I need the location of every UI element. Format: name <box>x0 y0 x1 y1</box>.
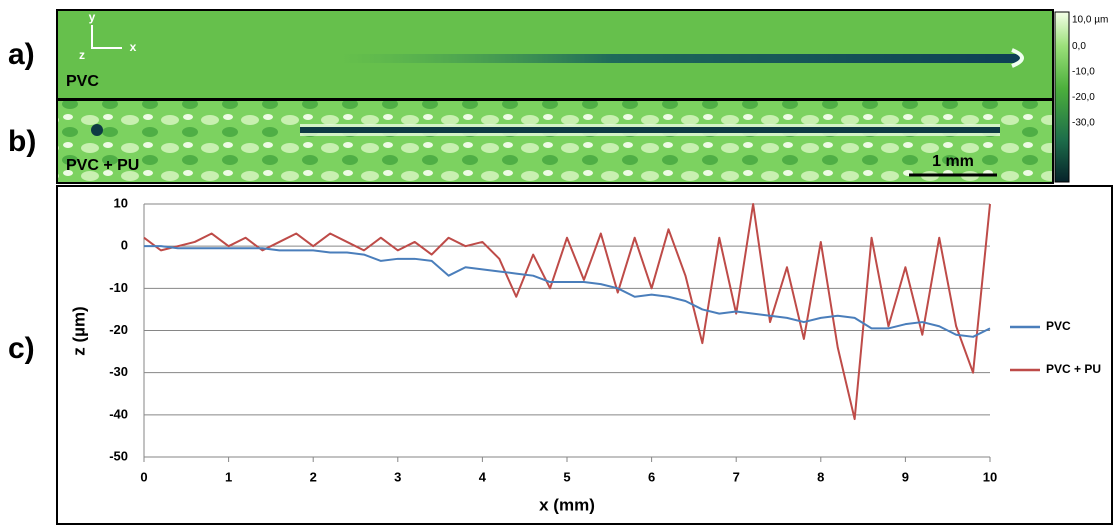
image-label: PVC <box>66 73 99 90</box>
axis-icon-x: x <box>130 40 137 54</box>
y-tick-label: -30 <box>109 364 128 379</box>
panel-label: b) <box>8 125 36 158</box>
image-pvc-pu <box>56 99 1054 184</box>
y-tick-label: -40 <box>109 406 128 421</box>
x-tick-label: 0 <box>140 469 147 484</box>
colorbar-label: -30,0 <box>1072 118 1095 129</box>
axis-icon-z: z <box>79 48 85 62</box>
axis-icon-y: y <box>89 10 96 24</box>
x-tick-label: 10 <box>983 469 997 484</box>
groove-end <box>1011 48 1024 68</box>
colorbar <box>1054 11 1070 183</box>
x-tick-label: 2 <box>310 469 317 484</box>
x-tick-label: 5 <box>563 469 570 484</box>
x-tick-label: 1 <box>225 469 232 484</box>
colorbar-label: 0,0 <box>1072 41 1086 52</box>
legend-label: PVC <box>1046 319 1071 333</box>
x-tick-label: 9 <box>902 469 909 484</box>
y-tick-label: -50 <box>109 448 128 463</box>
y-tick-label: -20 <box>109 322 128 337</box>
panel-label: a) <box>8 38 35 71</box>
legend-label: PVC + PU <box>1046 362 1101 376</box>
y-tick-label: 10 <box>114 195 128 210</box>
axes-icon <box>91 25 122 49</box>
y-tick-label: -10 <box>109 280 128 295</box>
x-axis-title: x (mm) <box>539 495 595 514</box>
chart-frame <box>56 185 1113 525</box>
series-line <box>144 245 991 338</box>
groove <box>300 127 1000 133</box>
x-tick-label: 7 <box>733 469 740 484</box>
scale-bar-label: 1 mm <box>932 153 974 170</box>
x-tick-label: 6 <box>648 469 655 484</box>
x-tick-label: 4 <box>479 469 487 484</box>
series-line <box>143 203 991 421</box>
colorbar-label: 10,0 µm <box>1072 15 1108 26</box>
colorbar-label: -20,0 <box>1072 92 1095 103</box>
y-tick-label: 0 <box>121 238 128 253</box>
groove <box>340 54 1020 63</box>
colorbar-label: -10,0 <box>1072 67 1095 78</box>
image-label: PVC + PU <box>66 157 139 174</box>
y-axis-title: z (µm) <box>69 306 88 355</box>
x-tick-label: 3 <box>394 469 401 484</box>
panel-label: c) <box>8 332 35 365</box>
x-tick-label: 8 <box>817 469 824 484</box>
defect <box>91 124 103 136</box>
